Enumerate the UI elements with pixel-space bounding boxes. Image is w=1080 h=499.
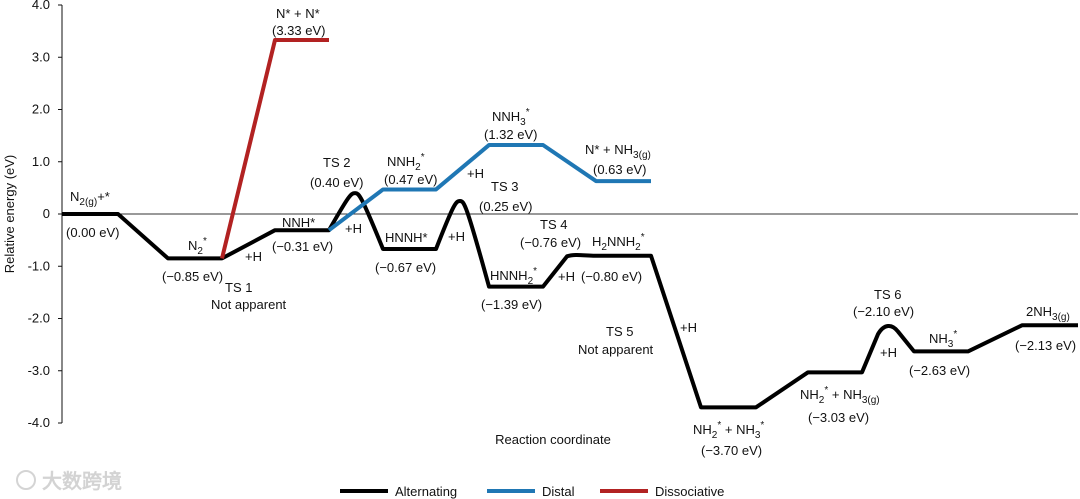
y-axis-label: Relative energy (eV) — [2, 155, 17, 274]
label-n2s: N2* — [188, 236, 207, 257]
label-hnnh2: HNNH2* — [490, 266, 537, 287]
legend-dissociative-label: Dissociative — [655, 484, 724, 499]
label-ts4: TS 4 — [540, 217, 567, 232]
label-ts6-energy: (−2.10 eV) — [853, 304, 914, 319]
hydrogenation-labels: +H +H +H +H +H +H +H — [245, 166, 897, 360]
label-n2g: N2(g)+* — [70, 189, 110, 208]
label-nnh2: NNH2* — [387, 152, 425, 173]
legend-distal-label: Distal — [542, 484, 575, 499]
label-ts2: TS 2 — [323, 155, 350, 170]
label-nnh3-energy: (1.32 eV) — [484, 127, 537, 142]
label-ts5: TS 5 — [606, 324, 633, 339]
label-ts4-energy: (−0.76 eV) — [520, 235, 581, 250]
watermark: 大数跨境 — [16, 469, 122, 493]
label-nn-energy: (3.33 eV) — [272, 23, 325, 38]
legend: Alternating Distal Dissociative — [340, 484, 724, 499]
y-tick-label: 2.0 — [32, 102, 50, 117]
plus-h-1: +H — [245, 249, 262, 264]
y-tick-label: -4.0 — [28, 415, 50, 430]
label-nh2nh3s: NH2* + NH3* — [693, 420, 764, 441]
label-ts3: TS 3 — [491, 179, 518, 194]
label-nnh-energy: (−0.31 eV) — [272, 239, 333, 254]
y-tick-label: -3.0 — [28, 363, 50, 378]
label-nh2nh3g: NH2* + NH3(g) — [800, 385, 880, 406]
y-tick-label: -2.0 — [28, 311, 50, 326]
plus-h-3: +H — [448, 229, 465, 244]
plus-h-2: +H — [345, 221, 362, 236]
label-ts3-energy: (0.25 eV) — [479, 199, 532, 214]
label-nh2nh3s-energy: (−3.70 eV) — [701, 443, 762, 458]
label-hnnh: HNNH* — [385, 230, 428, 245]
label-nnh3: NNH3* — [492, 107, 530, 128]
label-ts5-note: Not apparent — [578, 342, 654, 357]
label-hnnh2-energy: (−1.39 eV) — [481, 297, 542, 312]
label-2nh3g-energy: (−2.13 eV) — [1015, 338, 1076, 353]
label-nnh: NNH* — [282, 215, 315, 230]
label-ts6: TS 6 — [874, 287, 901, 302]
plus-h-5: +H — [558, 269, 575, 284]
label-nnh2-energy: (0.47 eV) — [384, 172, 437, 187]
label-nh3s: NH3* — [929, 329, 957, 350]
series-alternating-line — [62, 191, 1078, 410]
plus-h-6: +H — [680, 320, 697, 335]
y-tick-label: 4.0 — [32, 0, 50, 12]
label-ts1: TS 1 — [225, 280, 252, 295]
label-nh2nh3g-energy: (−3.03 eV) — [808, 410, 869, 425]
watermark-text: 大数跨境 — [42, 469, 122, 493]
label-n2g-energy: (0.00 eV) — [66, 225, 119, 240]
label-n2s-energy: (−0.85 eV) — [162, 269, 223, 284]
label-nn: N* + N* — [276, 6, 320, 21]
label-2nh3g: 2NH3(g) — [1026, 304, 1070, 323]
label-h2nnh2: H2NNH2* — [592, 232, 645, 253]
plus-h-7: +H — [880, 345, 897, 360]
y-tick-label: -1.0 — [28, 258, 50, 273]
label-h2nnh2-energy: (−0.80 eV) — [581, 269, 642, 284]
label-ts1-note: Not apparent — [211, 297, 287, 312]
label-nnh3g: N* + NH3(g) — [585, 142, 651, 161]
label-ts2-energy: (0.40 eV) — [310, 175, 363, 190]
legend-alternating-label: Alternating — [395, 484, 457, 499]
y-tick-label: 0 — [43, 206, 50, 221]
series-dissociative-line — [220, 38, 329, 259]
y-tick-label: 1.0 — [32, 154, 50, 169]
x-axis-label: Reaction coordinate — [495, 432, 611, 447]
plus-h-4: +H — [467, 166, 484, 181]
label-nh3s-energy: (−2.63 eV) — [909, 363, 970, 378]
y-tick-label: 3.0 — [32, 49, 50, 64]
state-labels: N2(g)+* (0.00 eV) N2* (−0.85 eV) TS 1 No… — [66, 6, 1076, 458]
series-distal-line — [327, 143, 651, 232]
label-nnh3g-energy: (0.63 eV) — [593, 162, 646, 177]
label-hnnh-energy: (−0.67 eV) — [375, 260, 436, 275]
watermark-logo-icon — [16, 470, 36, 490]
